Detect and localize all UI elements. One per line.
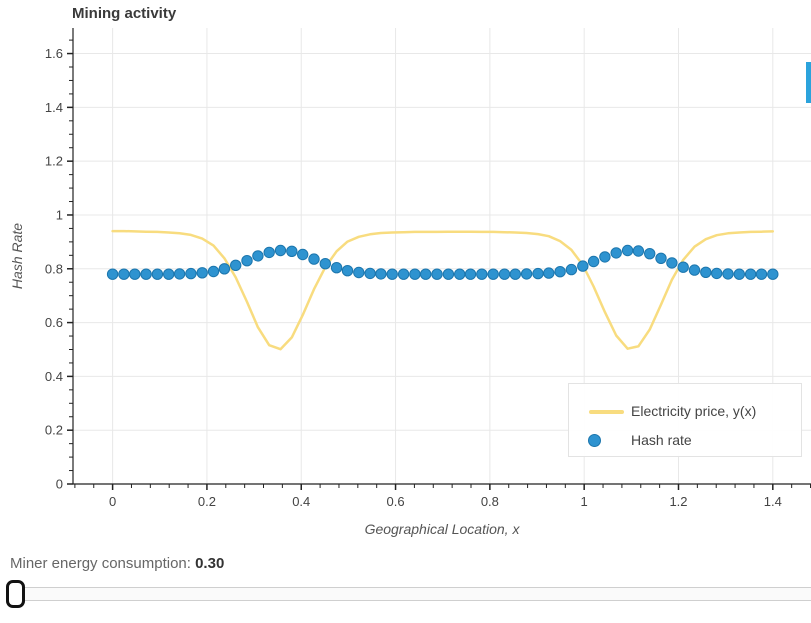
hash-rate-dot <box>621 244 634 257</box>
hash-rate-dot <box>173 268 186 280</box>
plot-title: Mining activity <box>72 5 177 22</box>
legend: Electricity price, y(x) Hash rate <box>568 383 802 457</box>
hash-rate-dot <box>163 268 175 280</box>
hash-rate-dot <box>286 245 298 258</box>
hash-rate-dot <box>218 263 231 275</box>
y-tick-label: 0.2 <box>45 423 63 438</box>
hash-rate-dot <box>386 268 398 280</box>
hash-rate-dot <box>106 268 119 280</box>
hash-rate-dot <box>353 266 365 279</box>
hash-rate-dot <box>520 268 533 280</box>
hash-rate-dot <box>196 267 208 279</box>
hash-rate-dot <box>263 246 275 259</box>
hash-rate-dot <box>454 268 466 280</box>
hash-rate-dot <box>509 268 521 280</box>
scrollbar-thumb[interactable] <box>806 62 811 103</box>
hash-rate-dot <box>330 262 343 274</box>
hash-rate-dot <box>341 265 354 277</box>
hash-rate-dot <box>207 265 220 278</box>
hash-rate-dot <box>297 248 309 261</box>
hash-rate-dot <box>632 245 645 257</box>
hash-rate-dot <box>532 267 544 280</box>
legend-label-electricity-price: Electricity price, y(x) <box>631 403 757 419</box>
y-tick-label: 0.6 <box>45 315 63 330</box>
hash-rate-dot <box>409 268 421 280</box>
hash-rate-dot <box>118 268 130 280</box>
y-tick-label: 0.4 <box>45 369 63 384</box>
electricity-price-line <box>111 229 775 351</box>
hash-rate-dot <box>364 267 376 280</box>
hash-rate-dot <box>129 268 141 280</box>
hash-rate-dot <box>767 268 779 280</box>
y-tick-label: 1.4 <box>45 100 63 115</box>
hash-rate-dot <box>319 258 331 270</box>
x-tick-label: 0.8 <box>481 494 499 509</box>
x-tick-label: 0.2 <box>198 494 216 509</box>
hash-rate-dot <box>498 268 511 280</box>
y-tick-label: 0 <box>56 477 63 492</box>
hash-rate-dot <box>397 268 410 280</box>
x-tick-label: 0.4 <box>292 494 310 509</box>
y-tick-label: 1.2 <box>45 154 63 169</box>
legend-label-hash-rate: Hash rate <box>631 432 692 448</box>
hash-rate-dot <box>755 268 768 280</box>
hash-rate-dot <box>554 266 566 278</box>
y-tick-label: 1.6 <box>45 46 63 61</box>
hash-rate-dot <box>274 244 287 257</box>
hash-rate-dot <box>241 255 253 267</box>
hash-rate-dot <box>151 268 164 280</box>
x-tick-label: 0 <box>109 494 116 509</box>
miner-energy-slider-track[interactable] <box>8 587 811 601</box>
hash-rate-dot <box>587 255 600 268</box>
slider-label: Miner energy consumption: <box>10 555 196 572</box>
hash-rate-dot <box>308 253 320 265</box>
hash-rate-dot <box>599 251 611 263</box>
hash-rate-dot <box>577 260 589 272</box>
hash-rate-dot <box>700 266 712 278</box>
x-tick-label: 1 <box>581 494 588 509</box>
hash-rate-dot <box>744 268 757 280</box>
x-tick-label: 1.4 <box>764 494 782 509</box>
hash-rate-dot <box>375 268 387 280</box>
hash-rate-dot <box>610 247 622 259</box>
hash-rate-dot <box>688 264 701 276</box>
y-tick-label: 0.8 <box>45 261 63 276</box>
hash-rate-dot <box>464 268 477 280</box>
hash-rate-dot <box>711 267 723 280</box>
hash-rate-dot <box>476 268 488 280</box>
hash-rate-dot <box>230 259 242 271</box>
hash-rate-dot <box>431 268 443 280</box>
hash-rate-dot <box>565 263 578 276</box>
hash-rate-dot <box>487 268 499 280</box>
hash-rate-dot <box>666 257 678 269</box>
hash-rate-dot <box>442 268 455 280</box>
hash-rate-dot <box>420 268 432 280</box>
legend-line-swatch <box>589 410 624 414</box>
slider-caption: Miner energy consumption: 0.30 <box>10 555 224 572</box>
hash-rate-dot <box>185 267 197 280</box>
hash-rate-dot <box>655 252 667 264</box>
hash-rate-dot <box>733 268 745 280</box>
legend-circle-swatch <box>588 434 601 447</box>
x-tick-label: 1.2 <box>669 494 687 509</box>
y-tick-label: 1 <box>56 207 63 222</box>
x-axis-title: Geographical Location, x <box>364 521 520 537</box>
hash-rate-dot <box>543 267 555 279</box>
x-tick-label: 0.6 <box>387 494 405 509</box>
slider-value: 0.30 <box>195 555 225 572</box>
hash-rate-dot <box>644 248 656 260</box>
hash-rate-dot <box>677 261 689 273</box>
miner-energy-slider-handle[interactable] <box>6 580 25 608</box>
hash-rate-dot <box>140 268 152 280</box>
plot-canvas: 0 0.2 0.4 0.6 0.8 1 1.2 1.4 0 0.2 0.4 0.6 0.8 1 1.2 1.4… <box>45 28 811 509</box>
hash-rate-dot <box>722 268 734 280</box>
y-axis-title: Hash Rate <box>9 222 25 290</box>
hash-rate-dot <box>252 250 264 262</box>
